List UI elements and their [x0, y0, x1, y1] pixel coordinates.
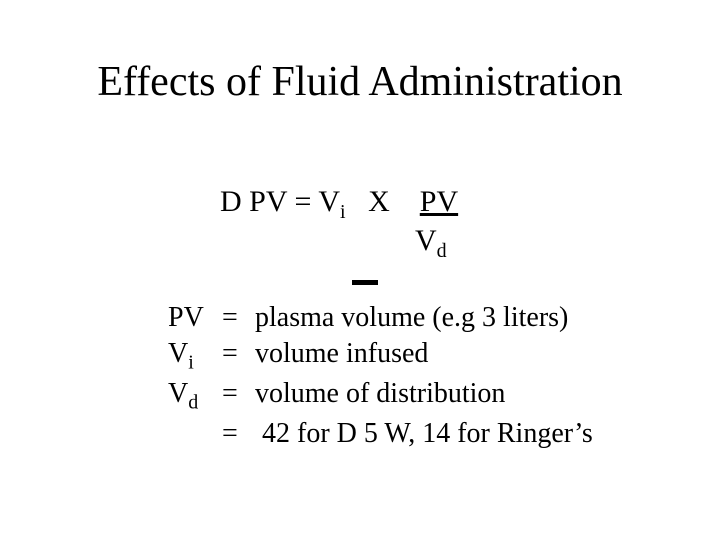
eq-mult: X: [346, 185, 420, 218]
def-sym-blank: [168, 416, 222, 452]
def-vd-V: V: [168, 378, 188, 409]
def-row-pv: PV = plasma volume (e.g 3 liters): [168, 300, 593, 336]
def-eq-1: =: [222, 300, 248, 336]
eq-pv-num: PV: [420, 185, 458, 218]
def-vi-i: i: [188, 352, 194, 374]
def-text-4: [248, 416, 262, 452]
def-desc-4: 42 for D 5 W, 14 for Ringer’s: [262, 416, 593, 452]
def-row-vi: Vi = volume infused: [168, 336, 593, 376]
equation-line-2: Vd: [220, 224, 458, 263]
def-eq-4: =: [222, 416, 248, 452]
def-desc-2: volume infused: [255, 336, 428, 376]
def-eq-3: =: [222, 376, 248, 416]
def-row-values: = 42 for D 5 W, 14 for Ringer’s: [168, 416, 593, 452]
eq-vd-d: d: [437, 240, 447, 262]
def-eq-2: =: [222, 336, 248, 376]
def-text-2: [248, 336, 255, 376]
def-text-1: [248, 300, 255, 336]
eq-lhs: PV = V: [242, 185, 340, 218]
definitions-block: PV = plasma volume (e.g 3 liters) Vi = v…: [168, 300, 593, 452]
delta-symbol: D: [220, 185, 242, 218]
def-desc-1: plasma volume (e.g 3 liters): [255, 300, 568, 336]
def-sym-pv: PV: [168, 300, 222, 336]
dash-mark: [352, 280, 378, 285]
slide-title: Effects of Fluid Administration: [0, 58, 720, 106]
def-vd-d: d: [188, 392, 198, 414]
def-sym-vd: Vd: [168, 376, 222, 416]
equation-block: D PV = Vi X PV Vd: [220, 185, 458, 263]
def-text-3: [248, 376, 255, 416]
def-row-vd: Vd = volume of distribution: [168, 376, 593, 416]
def-sym-vi: Vi: [168, 336, 222, 376]
def-vi-V: V: [168, 338, 188, 369]
equation-line-1: D PV = Vi X PV: [220, 185, 458, 224]
eq-vd-V: V: [415, 224, 437, 257]
def-desc-3: volume of distribution: [255, 376, 505, 416]
